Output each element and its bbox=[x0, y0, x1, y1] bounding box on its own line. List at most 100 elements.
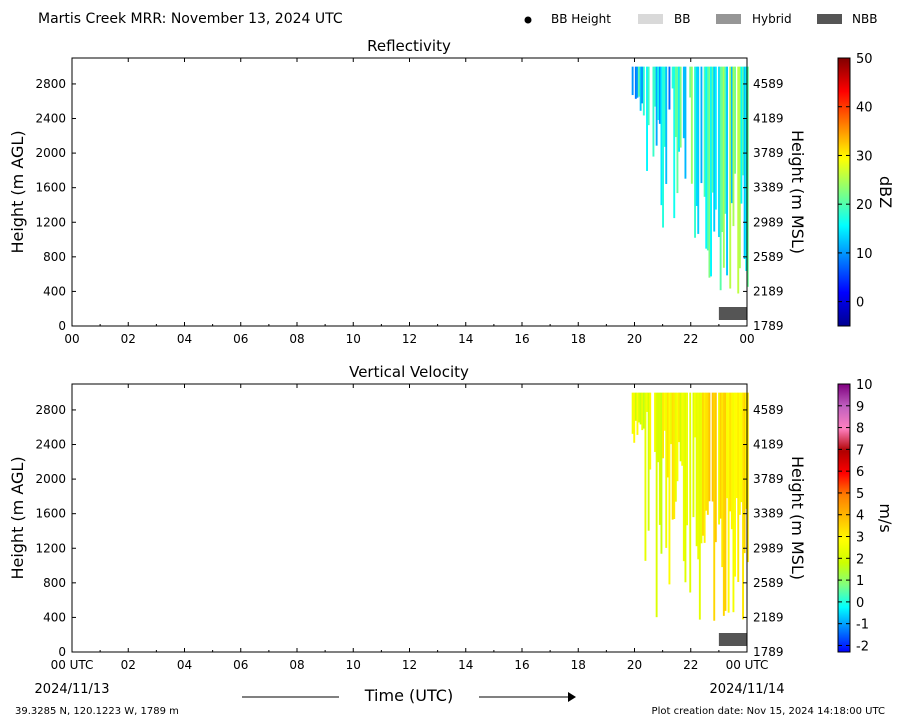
reflectivity-ylabel-right: Height (m MSL) bbox=[788, 130, 807, 254]
data-column bbox=[742, 392, 744, 620]
data-column bbox=[668, 392, 671, 585]
colorbar-tick-label: -1 bbox=[856, 618, 869, 633]
data-column bbox=[658, 392, 661, 525]
x-tick-label: 00 bbox=[739, 332, 754, 346]
reflectivity-title: Reflectivity bbox=[367, 37, 451, 55]
legend-bb-swatch bbox=[638, 14, 663, 24]
data-column bbox=[638, 392, 640, 423]
data-column bbox=[697, 392, 700, 560]
reflectivity-x-ticks: 00 02 04 06 08 10 12 14 16 18 20 22 00 bbox=[64, 58, 755, 346]
data-column bbox=[721, 66, 724, 233]
velocity-panel: Vertical Velocity 00 UTC 02 04 06 08 10 12 14 16… bbox=[8, 363, 895, 672]
data-column bbox=[745, 392, 748, 509]
data-column bbox=[641, 66, 644, 104]
colorbar-tick-label: -2 bbox=[856, 639, 869, 654]
colorbar-tick-label: 0 bbox=[856, 296, 864, 311]
data-column bbox=[724, 392, 727, 611]
x-tick-label: 12 bbox=[402, 658, 417, 672]
data-column bbox=[660, 66, 663, 206]
data-column bbox=[703, 392, 706, 543]
velocity-ylabel: Height (m AGL) bbox=[8, 456, 27, 579]
data-column bbox=[726, 66, 728, 276]
data-column bbox=[692, 392, 695, 518]
data-column bbox=[711, 392, 714, 502]
data-column bbox=[700, 392, 703, 544]
data-column bbox=[718, 66, 720, 238]
y-tick-label: 1200 bbox=[35, 541, 66, 555]
y-tick-label-right: 3389 bbox=[753, 507, 784, 521]
data-column bbox=[740, 392, 743, 503]
y-tick-label: 2800 bbox=[35, 403, 66, 417]
data-column bbox=[737, 66, 740, 294]
data-column bbox=[655, 392, 658, 618]
data-column bbox=[740, 66, 743, 204]
data-column bbox=[734, 392, 736, 577]
data-column bbox=[676, 66, 679, 194]
y-tick-label: 2800 bbox=[35, 77, 66, 91]
data-column bbox=[678, 66, 680, 152]
reflectivity-y-ticks: 0 1789 400 2189 800 2589 1200 2989 1600 3389 2000 3… bbox=[35, 77, 783, 333]
data-column bbox=[713, 66, 716, 232]
data-column bbox=[738, 66, 741, 269]
data-column bbox=[710, 66, 712, 277]
data-column bbox=[730, 392, 733, 530]
data-column bbox=[665, 66, 668, 184]
time-arrow-head bbox=[568, 692, 576, 702]
y-tick-label-right: 4589 bbox=[753, 403, 784, 417]
velocity-y-ticks: 0 1789 400 2189 800 2589 1200 2989 1600 3389 2000 3… bbox=[35, 403, 783, 659]
colorbar-tick-label: 10 bbox=[856, 247, 873, 262]
data-column bbox=[743, 66, 746, 260]
data-column bbox=[746, 66, 749, 287]
y-tick-label-right: 4189 bbox=[753, 438, 784, 452]
y-tick-label-right: 2189 bbox=[753, 284, 784, 298]
data-column bbox=[631, 392, 634, 434]
data-column bbox=[719, 66, 722, 291]
data-column bbox=[646, 392, 648, 412]
data-column bbox=[708, 392, 711, 502]
colorbar-tick-label: 9 bbox=[856, 400, 864, 415]
colorbar-tick-label: 6 bbox=[856, 465, 864, 480]
y-tick-label-right: 2989 bbox=[753, 541, 784, 555]
header-legend: BB Height BB Hybrid NBB bbox=[524, 12, 877, 26]
y-tick-label-right: 2989 bbox=[753, 215, 784, 229]
data-column bbox=[729, 392, 732, 512]
y-tick-label: 800 bbox=[43, 576, 66, 590]
data-column bbox=[694, 66, 696, 238]
data-column bbox=[727, 392, 730, 613]
x-tick-label: 00 UTC bbox=[51, 658, 94, 672]
x-tick-label: 18 bbox=[571, 332, 586, 346]
data-column bbox=[679, 66, 682, 148]
data-column bbox=[654, 392, 656, 452]
data-column bbox=[658, 66, 661, 124]
data-column bbox=[703, 66, 706, 197]
data-column bbox=[686, 392, 688, 526]
x-tick-label: 22 bbox=[683, 332, 698, 346]
colorbar-tick-label: 8 bbox=[856, 422, 864, 437]
data-column bbox=[726, 392, 728, 499]
data-column bbox=[730, 66, 733, 204]
y-tick-label-right: 2589 bbox=[753, 250, 784, 264]
reflectivity-colorbar bbox=[837, 57, 851, 327]
y-tick-label: 0 bbox=[58, 319, 66, 333]
reflectivity-colorbar-ticks: 0 10 20 30 40 50 bbox=[838, 52, 873, 311]
data-column bbox=[745, 66, 748, 271]
data-column bbox=[742, 66, 744, 176]
data-column bbox=[682, 392, 685, 562]
data-column bbox=[638, 66, 640, 97]
y-tick-label: 2400 bbox=[35, 112, 66, 126]
y-tick-label-right: 1789 bbox=[753, 645, 784, 659]
data-column bbox=[737, 392, 740, 582]
data-column bbox=[713, 392, 716, 621]
y-tick-label-right: 2189 bbox=[753, 610, 784, 624]
data-column bbox=[652, 66, 655, 157]
x-tick-label: 10 bbox=[346, 658, 361, 672]
data-column bbox=[705, 392, 708, 511]
colorbar-tick-label: 30 bbox=[856, 149, 873, 164]
data-column bbox=[670, 392, 672, 445]
reflectivity-ylabel: Height (m AGL) bbox=[8, 130, 27, 253]
data-column bbox=[660, 392, 663, 554]
colorbar-tick-label: 40 bbox=[856, 101, 873, 116]
x-tick-label: 02 bbox=[121, 332, 136, 346]
x-tick-label: 04 bbox=[177, 658, 192, 672]
y-tick-label: 2000 bbox=[35, 472, 66, 486]
